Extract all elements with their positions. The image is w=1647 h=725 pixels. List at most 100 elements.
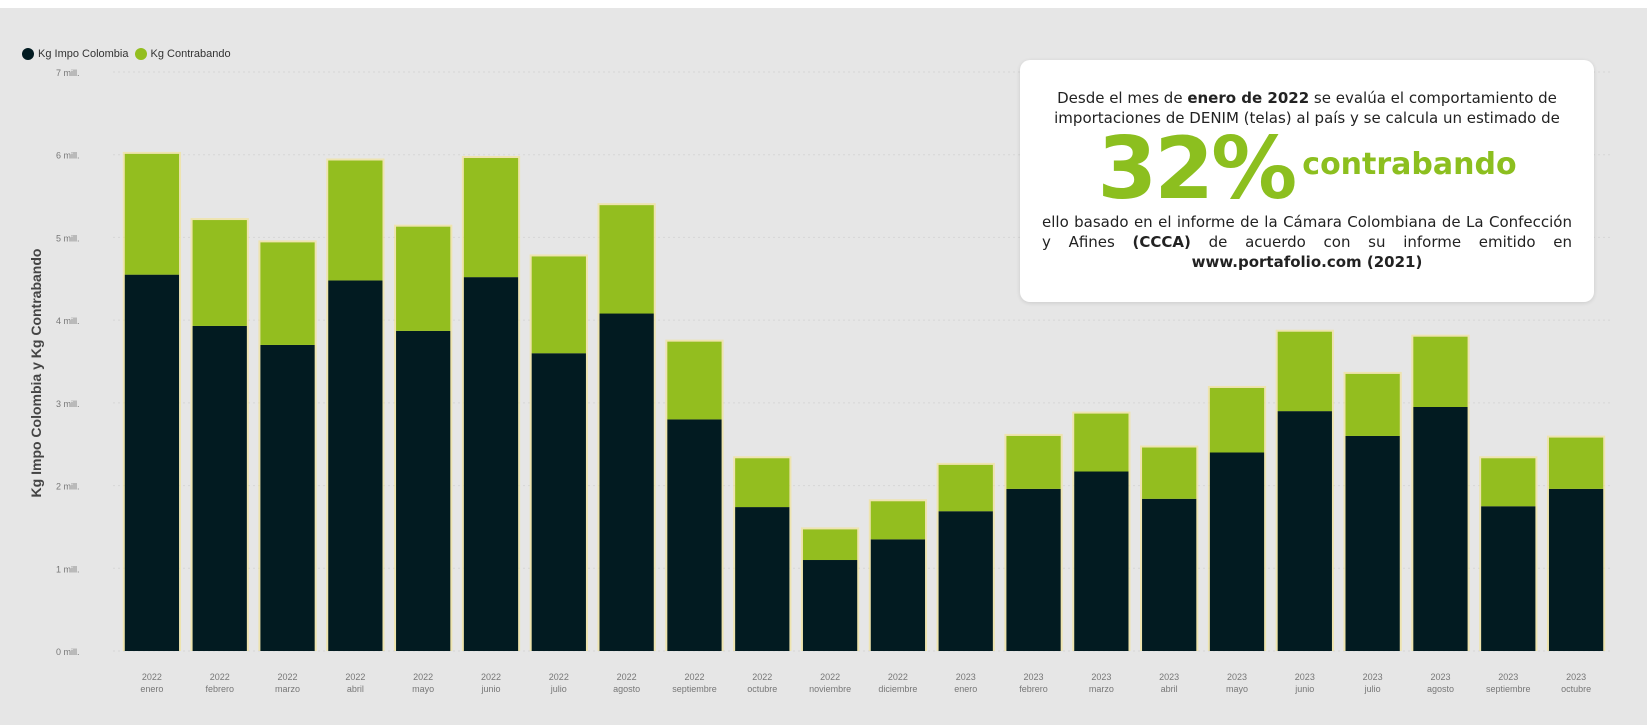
callout-source-org: (CCCA) xyxy=(1132,233,1191,251)
x-tick-label: octubre xyxy=(747,684,777,694)
y-tick-label: 2 mill. xyxy=(56,482,80,492)
bar-contrabando xyxy=(1142,447,1197,499)
bar-impo xyxy=(1142,498,1197,651)
bar-impo xyxy=(1345,435,1400,651)
bar-impo xyxy=(1006,488,1061,651)
legend-label-contra: Kg Contrabando xyxy=(150,48,231,60)
bar-impo xyxy=(124,274,180,651)
x-tick-label: 2022 xyxy=(481,672,501,682)
x-tick-label: 2022 xyxy=(684,672,704,682)
callout-percent: 32% xyxy=(1097,119,1297,219)
callout-intro-date: enero de 2022 xyxy=(1187,89,1310,107)
bar-impo xyxy=(396,330,451,651)
x-tick-label: febrero xyxy=(205,684,234,694)
x-tick-label: 2023 xyxy=(1498,672,1518,682)
bar-contrabando xyxy=(1413,336,1468,407)
y-axis-label: Kg Impo Colombia y Kg Contrabando xyxy=(28,248,44,498)
bar-impo xyxy=(328,280,383,651)
x-tick-label: junio xyxy=(1294,684,1314,694)
x-tick-label: julio xyxy=(550,684,567,694)
y-tick-label: 0 mill. xyxy=(56,647,80,657)
bar-impo xyxy=(192,325,247,651)
x-tick-label: 2022 xyxy=(752,672,772,682)
bar-contrabando xyxy=(802,529,858,561)
x-tick-label: 2022 xyxy=(549,672,569,682)
bar-impo xyxy=(667,419,722,651)
x-tick-label: 2022 xyxy=(413,672,433,682)
x-tick-label: 2023 xyxy=(1566,672,1586,682)
bar-impo xyxy=(735,507,790,651)
legend-label-impo: Kg Impo Colombia xyxy=(38,48,129,60)
legend-item-contra[interactable]: Kg Contrabando xyxy=(134,48,231,60)
x-tick-label: febrero xyxy=(1019,684,1048,694)
x-tick-label: junio xyxy=(480,684,500,694)
bar-contrabando xyxy=(1345,373,1400,436)
x-tick-label: 2023 xyxy=(956,672,976,682)
x-tick-label: 2023 xyxy=(1430,672,1450,682)
x-tick-label: julio xyxy=(1364,684,1381,694)
bar-contrabando xyxy=(192,220,247,326)
y-tick-label: 7 mill. xyxy=(56,68,80,78)
x-tick-label: enero xyxy=(140,684,163,694)
bar-impo xyxy=(870,539,926,651)
x-tick-label: 2023 xyxy=(1159,672,1179,682)
bar-contrabando xyxy=(328,160,383,281)
bar-contrabando xyxy=(1277,331,1332,412)
legend-item-impo[interactable]: Kg Impo Colombia xyxy=(22,48,129,60)
y-tick-label: 1 mill. xyxy=(56,564,80,574)
x-tick-label: abril xyxy=(347,684,364,694)
callout-intro-pre: Desde el mes de xyxy=(1057,89,1188,107)
bar-contrabando xyxy=(1209,387,1265,453)
bar-impo xyxy=(1548,488,1604,651)
bar-impo xyxy=(1074,471,1129,651)
x-tick-label: 2023 xyxy=(1363,672,1383,682)
x-tick-label: 2022 xyxy=(345,672,365,682)
bar-impo xyxy=(1277,411,1332,651)
x-tick-label: 2022 xyxy=(617,672,637,682)
bar-contrabando xyxy=(1074,413,1129,472)
x-tick-label: 2022 xyxy=(820,672,840,682)
y-tick-label: 5 mill. xyxy=(56,233,80,243)
callout-source-link[interactable]: www.portafolio.com (2021) xyxy=(1191,253,1423,271)
x-tick-label: mayo xyxy=(412,684,434,694)
bar-contrabando xyxy=(735,458,790,508)
x-tick-label: 2022 xyxy=(888,672,908,682)
bar-impo xyxy=(531,353,586,651)
x-tick-label: septiembre xyxy=(672,684,717,694)
x-tick-label: octubre xyxy=(1561,684,1591,694)
x-tick-label: 2023 xyxy=(1227,672,1247,682)
callout-source-mid: de acuerdo con su informe emitido en xyxy=(1190,233,1572,251)
bar-contrabando xyxy=(1548,437,1604,489)
bar-impo xyxy=(1209,452,1265,651)
x-tick-label: 2022 xyxy=(278,672,298,682)
legend: Kg Impo Colombia Kg Contrabando xyxy=(22,48,231,60)
legend-swatch-impo xyxy=(22,48,34,60)
callout-intro: Desde el mes de enero de 2022 se evalúa … xyxy=(1042,88,1572,128)
bar-impo xyxy=(463,277,519,651)
callout-source: ello basado en el informe de la Cámara C… xyxy=(1042,212,1572,272)
bar-impo xyxy=(260,344,315,651)
bar-contrabando xyxy=(1481,458,1536,507)
x-tick-label: 2023 xyxy=(1295,672,1315,682)
x-tick-label: septiembre xyxy=(1486,684,1531,694)
x-tick-label: agosto xyxy=(1427,684,1454,694)
legend-swatch-contra xyxy=(134,48,147,60)
bar-impo xyxy=(802,560,858,651)
info-callout: Desde el mes de enero de 2022 se evalúa … xyxy=(1020,60,1594,302)
callout-intro-post: se evalúa el comportamiento de importaci… xyxy=(1054,89,1560,127)
bar-contrabando xyxy=(938,464,993,512)
x-tick-label: marzo xyxy=(1089,684,1114,694)
x-tick-label: agosto xyxy=(613,684,640,694)
bar-contrabando xyxy=(396,226,451,331)
stacked-bar-chart: 0 mill. 1 mill. 2 mill. 3 mill. 4 mill. 5 mil… xyxy=(56,68,1610,694)
x-tick-label: 2023 xyxy=(1024,672,1044,682)
x-tick-label: marzo xyxy=(275,684,300,694)
x-tick-label: noviembre xyxy=(809,684,851,694)
bar-impo xyxy=(599,313,654,651)
x-tick-label: 2023 xyxy=(1091,672,1111,682)
x-tick-label: enero xyxy=(954,684,977,694)
bar-contrabando xyxy=(667,341,722,420)
bar-contrabando xyxy=(1006,435,1061,489)
bar-impo xyxy=(938,511,993,651)
